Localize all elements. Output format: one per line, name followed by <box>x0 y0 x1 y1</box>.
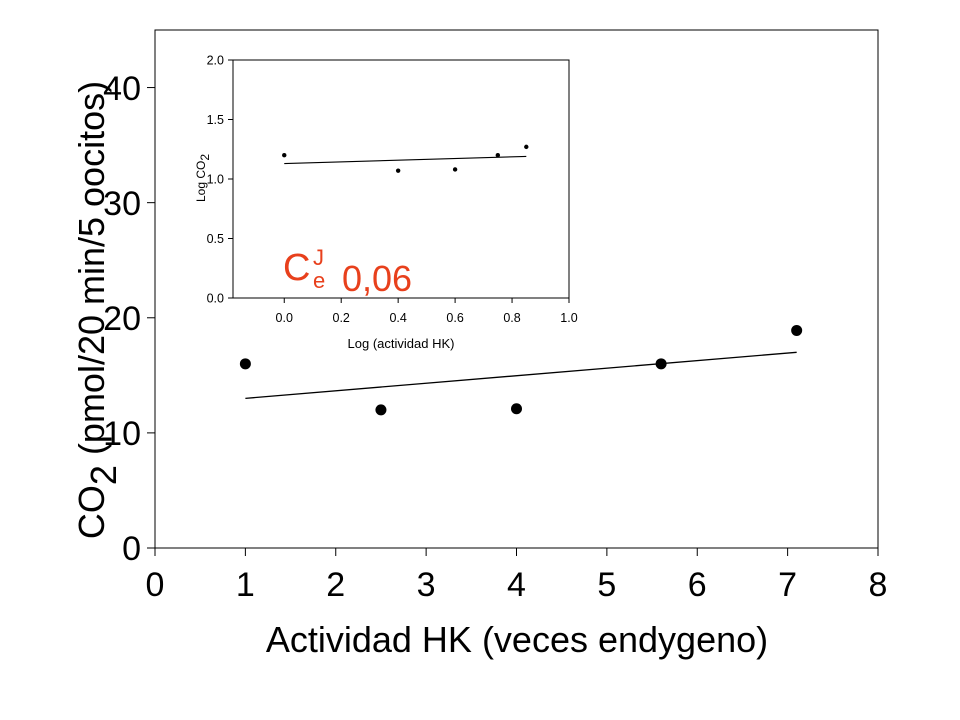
inset-fit-line <box>284 155 527 165</box>
inset-x-tick-label: 0.0 <box>276 311 293 325</box>
inset-fit-line-group <box>284 155 527 165</box>
main-data-point <box>511 403 522 415</box>
main-x-tick-label: 1 <box>236 566 255 604</box>
inset-data-point <box>495 153 501 158</box>
inset-plot: 0.0 0.2 0.4 0.6 0.8 1.0 0.0 0.5 1.0 1.5 2.0 Log (… <box>194 54 578 352</box>
inset-plot-background <box>222 58 572 298</box>
elasticity-annotation: C J e 0,06 <box>283 245 412 299</box>
main-x-tick-label: 7 <box>778 566 797 604</box>
main-y-tick-label: 0 <box>122 530 141 568</box>
main-data-point <box>375 404 387 416</box>
main-y-tick-label: 10 <box>103 415 141 453</box>
main-data-point <box>655 358 667 370</box>
annotation-value: 0,06 <box>342 258 412 299</box>
inset-x-axis-label: Log (actividad HK) <box>348 336 455 351</box>
main-points <box>239 324 803 416</box>
inset-x-tick-label: 0.4 <box>389 311 406 325</box>
main-x-tick-label: 2 <box>326 566 345 604</box>
main-y-axis: 0 10 20 30 40 <box>103 70 155 568</box>
main-x-axis: 0 1 2 3 4 5 6 7 8 <box>146 548 888 604</box>
main-plot: 0 1 2 3 4 5 6 7 8 0 10 20 30 40 Actividad HK (veces … <box>71 29 888 660</box>
inset-x-tick-label: 0.2 <box>333 311 350 325</box>
inset-y-tick-label: 0.5 <box>207 232 224 246</box>
main-x-tick-label: 4 <box>507 566 526 604</box>
inset-data-point <box>395 168 401 173</box>
main-x-tick-label: 5 <box>597 566 616 604</box>
inset-y-tick-label: 0.0 <box>207 292 224 306</box>
main-data-point <box>791 324 803 336</box>
main-y-axis-label: CO2 (pmol/20 min/5 oocitos) <box>71 81 124 539</box>
inset-y-axis-label-main: Log CO <box>194 161 208 202</box>
inset-y-axis-label-sub: 2 <box>198 154 212 161</box>
main-x-tick-label: 8 <box>869 566 888 604</box>
inset-x-axis: 0.0 0.2 0.4 0.6 0.8 1.0 <box>276 298 578 325</box>
inset-y-tick-label: 1.5 <box>207 113 224 127</box>
main-fit-line <box>245 351 797 400</box>
main-y-axis-label-main: CO <box>71 485 112 539</box>
main-x-axis-label: Actividad HK (veces endygeno) <box>266 619 768 660</box>
inset-x-tick-label: 1.0 <box>560 311 577 325</box>
inset-data-point <box>524 144 529 150</box>
inset-y-axis-label: Log CO2 <box>194 154 212 202</box>
main-y-axis-label-sub: 2 <box>83 465 124 485</box>
main-x-tick-label: 6 <box>688 566 707 604</box>
main-data-point <box>239 358 251 370</box>
main-y-tick-label: 30 <box>103 185 141 223</box>
annotation-superscript: J <box>313 245 324 270</box>
main-y-tick-label: 20 <box>103 300 141 338</box>
inset-y-tick-label: 1.0 <box>207 173 224 187</box>
inset-x-tick-label: 0.6 <box>446 311 463 325</box>
inset-x-tick-label: 0.8 <box>503 311 520 325</box>
inset-data-point <box>282 153 287 158</box>
main-x-tick-label: 3 <box>417 566 436 604</box>
main-x-tick-label: 0 <box>146 566 165 604</box>
inset-points <box>282 144 529 173</box>
annotation-symbol: C <box>283 247 310 289</box>
annotation-subscript: e <box>313 268 325 293</box>
inset-y-tick-label: 2.0 <box>207 54 224 68</box>
inset-y-axis: 0.0 0.5 1.0 1.5 2.0 <box>207 54 233 306</box>
main-y-tick-label: 40 <box>103 70 141 108</box>
inset-data-point <box>452 167 458 172</box>
main-fit-line-group <box>245 351 797 400</box>
main-y-axis-label-rest: (pmol/20 min/5 oocitos) <box>71 81 112 465</box>
